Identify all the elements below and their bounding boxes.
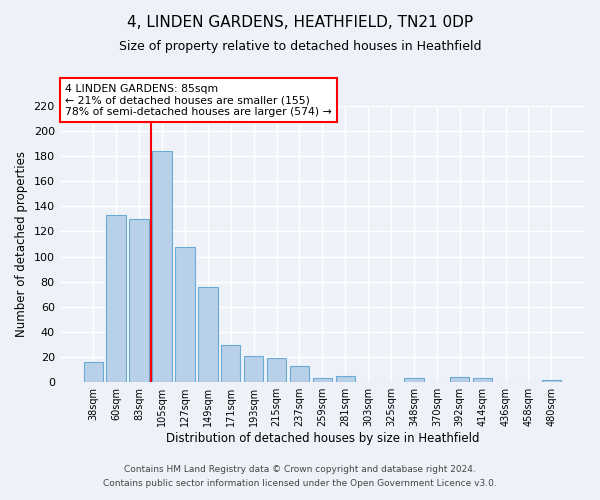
- Bar: [152, 151, 172, 382]
- Y-axis label: Number of detached properties: Number of detached properties: [15, 151, 28, 337]
- Bar: [106, 215, 126, 382]
- Bar: [83, 362, 103, 382]
- Bar: [130, 219, 149, 382]
- Text: 4, LINDEN GARDENS, HEATHFIELD, TN21 0DP: 4, LINDEN GARDENS, HEATHFIELD, TN21 0DP: [127, 15, 473, 30]
- Bar: [198, 286, 218, 382]
- X-axis label: Distribution of detached houses by size in Heathfield: Distribution of detached houses by size …: [166, 432, 479, 445]
- Bar: [221, 344, 241, 382]
- Bar: [542, 380, 561, 382]
- Bar: [335, 376, 355, 382]
- Bar: [450, 377, 469, 382]
- Bar: [290, 366, 309, 382]
- Text: Size of property relative to detached houses in Heathfield: Size of property relative to detached ho…: [119, 40, 481, 53]
- Text: Contains HM Land Registry data © Crown copyright and database right 2024.
Contai: Contains HM Land Registry data © Crown c…: [103, 466, 497, 487]
- Bar: [473, 378, 493, 382]
- Text: 4 LINDEN GARDENS: 85sqm
← 21% of detached houses are smaller (155)
78% of semi-d: 4 LINDEN GARDENS: 85sqm ← 21% of detache…: [65, 84, 332, 117]
- Bar: [404, 378, 424, 382]
- Bar: [244, 356, 263, 382]
- Bar: [175, 246, 194, 382]
- Bar: [313, 378, 332, 382]
- Bar: [267, 358, 286, 382]
